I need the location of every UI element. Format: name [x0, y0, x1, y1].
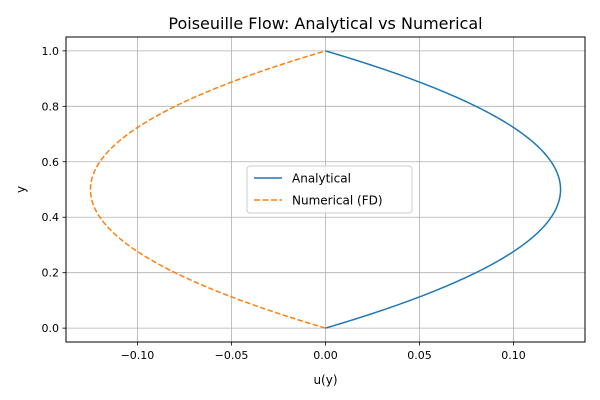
series-line-numerical	[89, 50, 326, 329]
x-tick-label: −0.05	[215, 349, 249, 362]
y-tick-label: 0.0	[42, 322, 60, 335]
y-tick-label: 1.0	[42, 45, 60, 58]
x-tick-label: −0.10	[121, 349, 155, 362]
y-axis-label: y	[14, 186, 28, 193]
series-line-analytical	[325, 50, 562, 329]
x-tick-label: 0.10	[501, 349, 526, 362]
chart-title: Poiseuille Flow: Analytical vs Numerical	[168, 14, 482, 33]
legend-box	[246, 165, 413, 214]
legend-label-analytical: Analytical	[292, 172, 351, 186]
y-tick-label: 0.2	[42, 267, 60, 280]
legend-label-numerical: Numerical (FD)	[292, 194, 383, 208]
x-tick-label: 0.00	[313, 349, 338, 362]
y-tick-label: 0.8	[42, 100, 60, 113]
series-layer	[89, 50, 562, 329]
legend: Analytical Numerical (FD)	[246, 165, 413, 214]
y-tick-label: 0.6	[42, 156, 60, 169]
x-axis-label: u(y)	[313, 373, 337, 387]
x-tick-label: 0.05	[407, 349, 432, 362]
axis-ticks: −0.10 −0.05 0.00 0.05 0.10 0.0 0.2 0.4 0.6 0.8 1.0	[42, 45, 526, 362]
y-tick-label: 0.4	[42, 211, 60, 224]
